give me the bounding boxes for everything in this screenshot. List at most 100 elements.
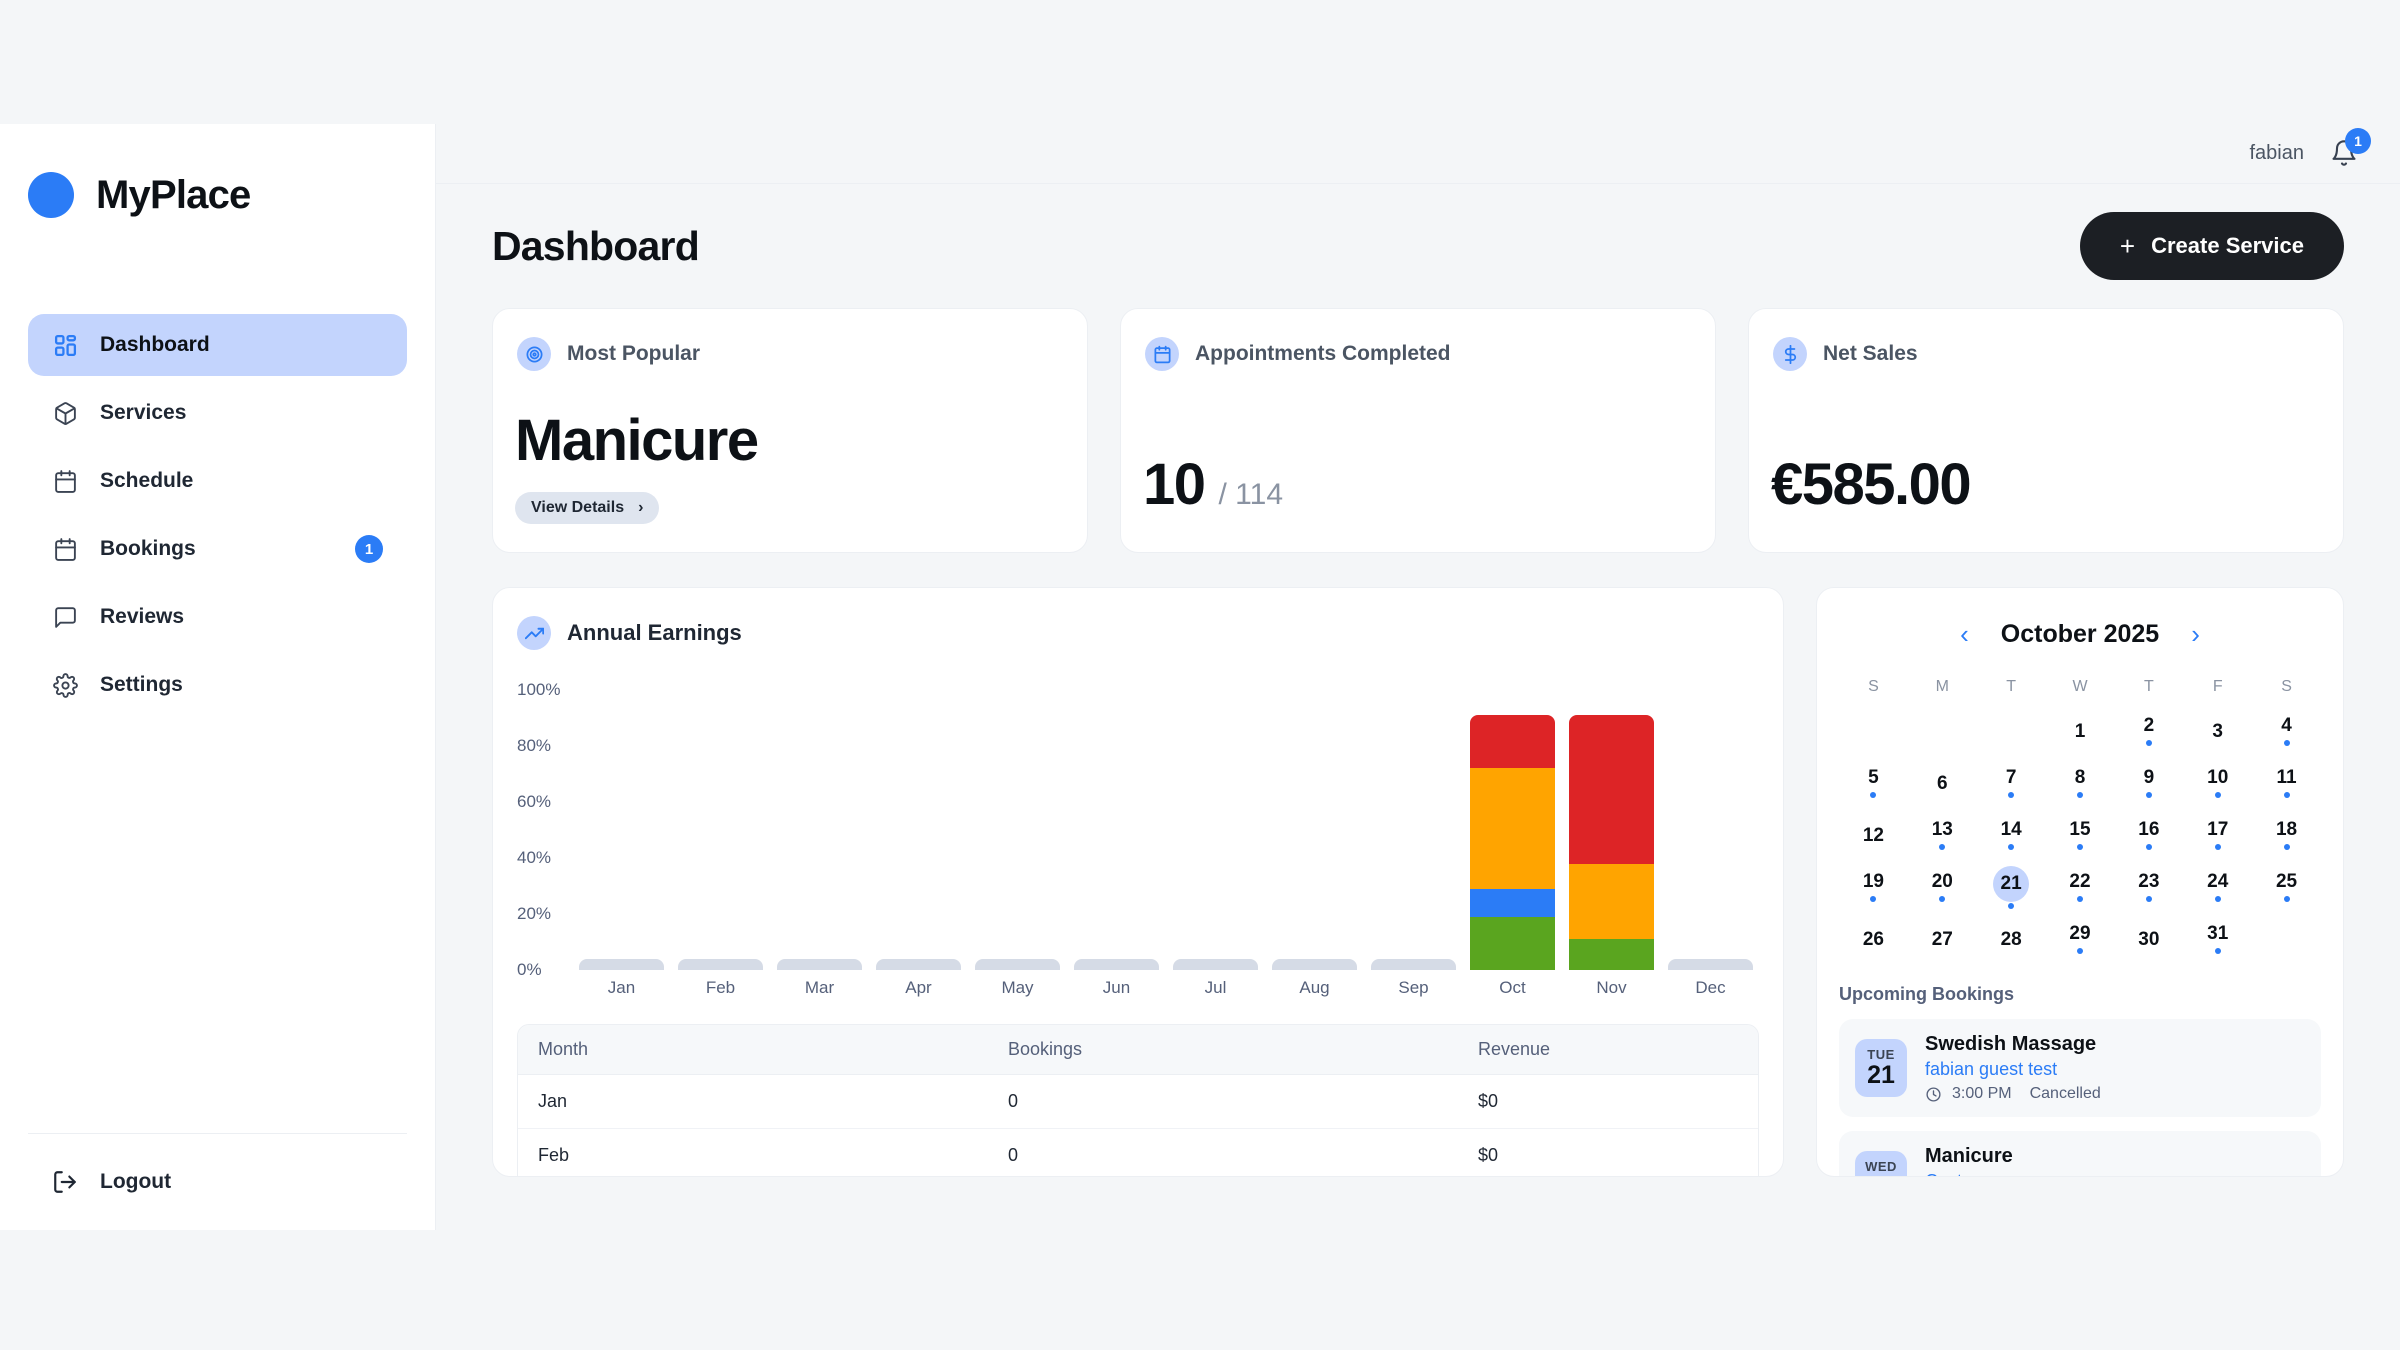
calendar-day-number: 6 — [1936, 772, 1948, 794]
chart-header: Annual Earnings — [517, 616, 1759, 650]
brand-logo[interactable]: MyPlace — [0, 124, 435, 218]
calendar-day[interactable]: 1 — [2046, 708, 2115, 754]
logout-button[interactable]: Logout — [0, 1134, 435, 1230]
bar-column[interactable] — [876, 690, 961, 970]
booking-time: 3:00 PM — [1952, 1085, 2012, 1102]
bar-column[interactable] — [1569, 690, 1654, 970]
sidebar-item-dashboard[interactable]: Dashboard — [28, 314, 407, 376]
calendar-day[interactable]: 6 — [1908, 760, 1977, 806]
target-icon — [517, 337, 551, 371]
calendar-day[interactable]: 7 — [1977, 760, 2046, 806]
calendar-day[interactable]: 21 — [1977, 864, 2046, 910]
calendar-day[interactable]: 12 — [1839, 812, 1908, 858]
calendar-day[interactable]: 10 — [2183, 760, 2252, 806]
calendar-day[interactable]: 4 — [2252, 708, 2321, 754]
stat-header: Most Popular — [517, 337, 1063, 371]
calendar-day[interactable]: 2 — [2114, 708, 2183, 754]
bar-placeholder — [876, 958, 961, 970]
box-icon — [52, 400, 78, 426]
bar-column[interactable] — [1371, 690, 1456, 970]
sidebar-item-services[interactable]: Services — [28, 382, 407, 444]
bar-column[interactable] — [1668, 690, 1753, 970]
booking-customer[interactable]: Customer — [1925, 1171, 2087, 1176]
calendar-day-dot — [2283, 844, 2290, 850]
calendar-day[interactable]: 27 — [1908, 916, 1977, 962]
weekday-label: M — [1935, 678, 1949, 695]
calendar-day[interactable]: 5 — [1839, 760, 1908, 806]
calendar-day-dot — [2145, 844, 2152, 850]
view-details-button[interactable]: View Details › — [515, 492, 660, 524]
calendar-day[interactable]: 22 — [2046, 864, 2115, 910]
calendar-day[interactable]: 30 — [2114, 916, 2183, 962]
calendar-day-number: 13 — [1931, 819, 1953, 840]
calendar-day[interactable]: 23 — [2114, 864, 2183, 910]
calendar-day[interactable]: 14 — [1977, 812, 2046, 858]
weekday-label: T — [2006, 678, 2017, 695]
notification-badge: 1 — [2345, 127, 2371, 154]
bar-column[interactable] — [1173, 690, 1258, 970]
calendar-day[interactable]: 15 — [2046, 812, 2115, 858]
calendar-day-number: 7 — [2005, 767, 2017, 788]
booking-day: 22 — [1867, 1174, 1895, 1176]
calendar-day[interactable]: 24 — [2183, 864, 2252, 910]
stat-value-row: €585.00 — [1771, 451, 1972, 518]
weekday-label: W — [2072, 678, 2088, 695]
create-service-button[interactable]: + Create Service — [2079, 212, 2344, 280]
calendar-day[interactable]: 16 — [2114, 812, 2183, 858]
bar-chart-plot: 100% 80% 60% 40% 20% 0% — [517, 680, 1759, 979]
calendar-day[interactable]: 13 — [1908, 812, 1977, 858]
calendar-day[interactable]: 11 — [2252, 760, 2321, 806]
stat-header: Appointments Completed — [1145, 337, 1691, 371]
calendar-day[interactable]: 26 — [1839, 916, 1908, 962]
bar-column[interactable] — [579, 690, 664, 970]
calendar-day[interactable]: 17 — [2183, 812, 2252, 858]
table-row: Feb 0 $0 — [518, 1128, 1758, 1176]
sidebar-item-settings[interactable]: Settings — [28, 654, 407, 716]
sidebar-item-schedule[interactable]: Schedule — [28, 450, 407, 512]
calendar-day[interactable]: 28 — [1977, 916, 2046, 962]
calendar-day-number: 12 — [1862, 824, 1884, 846]
calendar-day[interactable]: 8 — [2046, 760, 2115, 806]
sidebar-item-reviews[interactable]: Reviews — [28, 586, 407, 648]
sidebar-item-label: Settings — [100, 673, 183, 696]
calendar-day[interactable]: 18 — [2252, 812, 2321, 858]
notifications-button[interactable]: 1 — [2330, 127, 2371, 169]
bar-column[interactable] — [678, 690, 763, 970]
booking-service: Swedish Massage — [1925, 1033, 2097, 1055]
grid-icon — [54, 334, 76, 356]
stat-subvalue: / 114 — [1218, 478, 1284, 511]
booking-card[interactable]: TUE 21 Swedish Massage fabian guest test 3:0… — [1839, 1019, 2321, 1117]
x-tick-label: Oct — [1499, 978, 1526, 997]
calendar-day[interactable]: 19 — [1839, 864, 1908, 910]
bar-column[interactable] — [1272, 690, 1357, 970]
calendar-day[interactable]: 3 — [2183, 708, 2252, 754]
calendar-day-dot — [2076, 844, 2083, 850]
content-row: Annual Earnings 100% 80% 60% 40% 20% 0% Jan Fe… — [492, 587, 2344, 1177]
topbar: fabian 1 — [436, 124, 2400, 184]
calendar-day[interactable]: 20 — [1908, 864, 1977, 910]
booking-customer[interactable]: fabian guest test — [1925, 1059, 2058, 1079]
sidebar-item-label: Services — [100, 401, 187, 424]
box-icon — [54, 401, 76, 425]
y-tick-label: 20% — [517, 904, 552, 923]
chevron-right-icon[interactable]: › — [2185, 617, 2206, 651]
table-col-header: Revenue — [1458, 1025, 1758, 1075]
bar-segment-orange — [1569, 863, 1654, 940]
calendar-day-dot — [2214, 948, 2221, 954]
booking-card[interactable]: WED22ManicureCustomer2:00 AMPending — [1839, 1131, 2321, 1176]
sidebar-item-bookings[interactable]: Bookings 1 — [28, 518, 407, 580]
calendar-day-number: 3 — [2212, 720, 2223, 742]
bar-column[interactable] — [1074, 690, 1159, 970]
bar-placeholder — [1074, 958, 1159, 970]
stat-value: €585.00 — [1771, 452, 1972, 517]
bar-column[interactable] — [1470, 690, 1555, 970]
calendar-day[interactable]: 31 — [2183, 916, 2252, 962]
bar-column[interactable] — [777, 690, 862, 970]
bar-column[interactable] — [975, 690, 1060, 970]
calendar-day[interactable]: 9 — [2114, 760, 2183, 806]
calendar-day[interactable]: 25 — [2252, 864, 2321, 910]
calendar-day[interactable]: 29 — [2046, 916, 2115, 962]
calendar-day-number: 21 — [1993, 865, 2030, 902]
stat-card-appointments-completed: Appointments Completed 10 / 114 — [1120, 308, 1716, 553]
chevron-left-icon[interactable]: ‹ — [1954, 617, 1975, 651]
